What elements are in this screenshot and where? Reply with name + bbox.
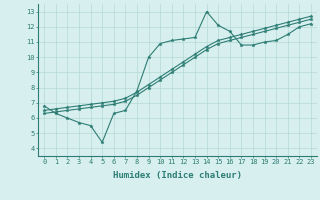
X-axis label: Humidex (Indice chaleur): Humidex (Indice chaleur) xyxy=(113,171,242,180)
